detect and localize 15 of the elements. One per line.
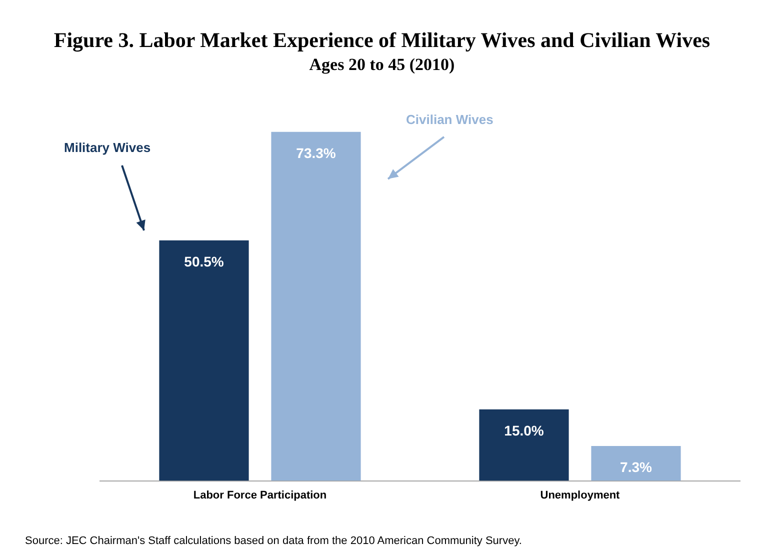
bar (159, 240, 249, 481)
data-label: 15.0% (504, 422, 544, 438)
data-label: 7.3% (620, 458, 652, 475)
bar (271, 132, 361, 481)
x-tick-label: Unemployment (540, 489, 620, 502)
text: Civilian Wives (406, 112, 494, 127)
chart-title: Figure 3. Labor Market Experience of Military Wives and Civilian Wives (52, 28, 712, 53)
bar (591, 446, 681, 481)
x-tick-label: Labor Force Participation (193, 489, 327, 502)
data-label: 50.5% (184, 253, 224, 270)
bar (479, 409, 569, 481)
source-note: Source: JEC Chairman's Staff calculations based on data from the 2010 American Community Survey. (25, 535, 522, 547)
chart-subtitle: Ages 20 to 45 (2010) (308, 55, 456, 75)
data-label: 73.3% (296, 144, 336, 161)
text: Military Wives (64, 140, 151, 156)
